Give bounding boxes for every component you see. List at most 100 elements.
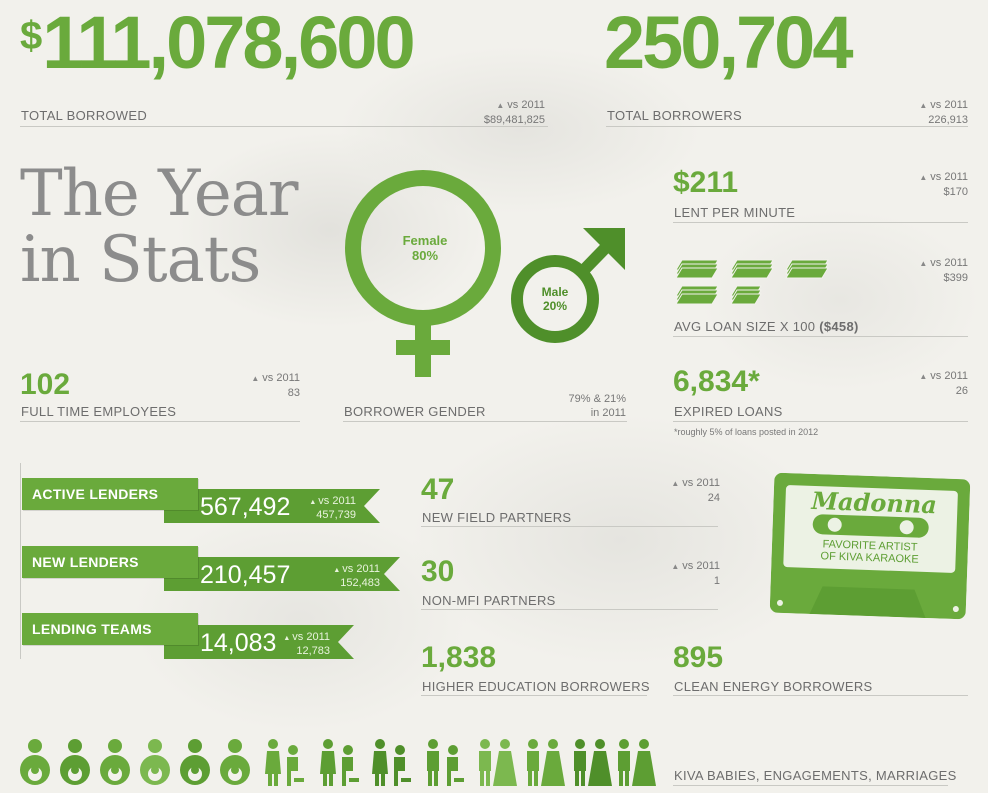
vs-label: vs 2011 — [930, 370, 968, 382]
banner-axis — [20, 463, 21, 659]
cassette-body — [769, 472, 971, 620]
divider — [673, 785, 948, 786]
vs-label: vs 2011 — [342, 563, 380, 575]
karaoke-artist: Madonna — [811, 485, 938, 520]
new-lenders-value: 210,457 — [200, 561, 291, 589]
total-borrowed-compare: ▲ vs 2011 $89,481,825 — [445, 98, 545, 127]
divider — [673, 222, 968, 223]
marriage-icon-group — [479, 739, 656, 786]
divider — [20, 421, 300, 422]
gender-compare-line2: in 2011 — [590, 407, 626, 419]
banner-ribbon — [164, 557, 400, 591]
up-arrow-icon: ▲ — [251, 374, 260, 383]
total-borrowers-compare: ▲ vs 2011 226,913 — [868, 98, 968, 127]
vs-value: 12,783 — [296, 645, 330, 657]
vs-value: 152,483 — [340, 577, 380, 589]
total-borrowed-block: $111,078,600 — [20, 6, 416, 80]
total-borrowers-label: TOTAL BORROWERS — [607, 108, 742, 123]
total-borrowers-value: 250,704 — [604, 1, 853, 84]
female-symbol-icon — [345, 170, 501, 377]
vs-value: $399 — [943, 272, 968, 284]
vs-label: vs 2011 — [682, 560, 720, 572]
lending-teams-label: LENDING TEAMS — [22, 613, 198, 645]
divider — [421, 609, 718, 610]
vs-value: 457,739 — [316, 509, 356, 521]
divider — [673, 421, 968, 422]
male-label: Male — [541, 285, 569, 299]
up-arrow-icon: ▲ — [309, 499, 319, 506]
vs-label: vs 2011 — [507, 99, 545, 111]
vs-label: vs 2011 — [262, 372, 300, 384]
money-stack-icon — [675, 259, 829, 305]
expired-loans-value: 6,834* — [673, 365, 760, 398]
field-partners-label: NEW FIELD PARTNERS — [422, 510, 572, 525]
vs-label: vs 2011 — [292, 631, 330, 643]
vs-label: vs 2011 — [682, 477, 720, 489]
total-borrowed-label: TOTAL BORROWED — [21, 108, 148, 123]
gender-compare: 79% & 21% in 2011 — [526, 392, 626, 420]
borrower-gender-label: BORROWER GENDER — [344, 404, 486, 419]
avg-loan-label-text: AVG LOAN SIZE x 100 — [674, 319, 816, 334]
higher-ed-value: 1,838 — [421, 641, 497, 674]
lent-per-minute-label: LENT PER MINUTE — [674, 205, 796, 220]
avg-loan-compare: ▲ vs 2011 $399 — [868, 256, 968, 285]
employees-label: FULL TIME EMPLOYEES — [21, 404, 177, 419]
new-lenders-compare: ▲ vs 2011 152,483 — [314, 563, 380, 589]
non-mfi-value: 30 — [421, 555, 455, 588]
field-partners-value: 47 — [421, 473, 455, 506]
field-partners-compare: ▲ vs 2011 24 — [620, 476, 720, 505]
female-pct: 80% — [411, 248, 439, 263]
vs-label: vs 2011 — [318, 495, 356, 507]
male-symbol-icon — [511, 228, 625, 343]
vs-label: vs 2011 — [930, 99, 968, 111]
divider — [20, 126, 548, 127]
vs-value: $170 — [943, 186, 968, 198]
divider — [673, 695, 968, 696]
vs-value: 1 — [713, 575, 720, 587]
divider — [343, 421, 627, 422]
gender-compare-line1: 79% & 21% — [568, 393, 626, 405]
banner-ribbon — [164, 489, 380, 523]
lending-teams-compare: ▲ vs 2011 12,783 — [276, 631, 330, 657]
avg-loan-label: AVG LOAN SIZE x 100 ($458) — [674, 319, 859, 334]
lending-teams-value: 14,083 — [200, 629, 277, 657]
page-title-line2: in Stats — [20, 223, 261, 297]
up-arrow-icon: ▲ — [919, 372, 928, 381]
clean-energy-value: 895 — [673, 641, 724, 674]
up-arrow-icon: ▲ — [671, 562, 680, 571]
active-lenders-banner: 567,492 ▲ vs 2011 457,739 — [164, 489, 380, 523]
total-borrowed-value: 111,078,600 — [42, 1, 415, 84]
clean-energy-label: CLEAN ENERGY BORROWERS — [674, 679, 873, 694]
active-lenders-label: ACTIVE LENDERS — [22, 478, 198, 510]
expired-loans-compare: ▲ vs 2011 26 — [868, 369, 968, 398]
active-lenders-compare: ▲ vs 2011 457,739 — [294, 495, 356, 521]
up-arrow-icon: ▲ — [671, 479, 680, 488]
divider — [421, 526, 718, 527]
banner-ribbon — [164, 625, 354, 659]
lent-per-minute-value: $211 — [673, 166, 739, 199]
up-arrow-icon: ▲ — [333, 567, 343, 574]
employees-compare: ▲ vs 2011 83 — [200, 371, 300, 400]
engagement-icon-group — [265, 739, 464, 786]
vs-value: 226,913 — [928, 114, 968, 126]
higher-ed-label: HIGHER EDUCATION BORROWERS — [422, 679, 650, 694]
male-stat: Male 20% — [525, 285, 585, 313]
divider — [606, 126, 968, 127]
baby-icon-group — [20, 739, 250, 785]
active-lenders-value: 567,492 — [200, 493, 291, 521]
life-events-label: KIVA BABIES, ENGAGEMENTS, MARRIAGES — [674, 768, 957, 783]
vs-value: 26 — [955, 385, 968, 397]
up-arrow-icon: ▲ — [919, 173, 928, 182]
lent-per-minute-compare: ▲ vs 2011 $170 — [868, 170, 968, 199]
life-events-icons — [20, 739, 656, 786]
vs-value: 83 — [287, 387, 300, 399]
non-mfi-compare: ▲ vs 2011 1 — [620, 559, 720, 588]
expired-loans-note: *roughly 5% of loans posted in 2012 — [674, 427, 819, 437]
non-mfi-label: NON-MFI PARTNERS — [422, 593, 556, 608]
divider — [673, 336, 968, 337]
vs-value: 24 — [707, 492, 720, 504]
female-stat: Female 80% — [383, 233, 467, 263]
up-arrow-icon: ▲ — [283, 635, 293, 642]
expired-loans-label: EXPIRED LOANS — [674, 404, 783, 419]
male-pct: 20% — [542, 299, 568, 313]
